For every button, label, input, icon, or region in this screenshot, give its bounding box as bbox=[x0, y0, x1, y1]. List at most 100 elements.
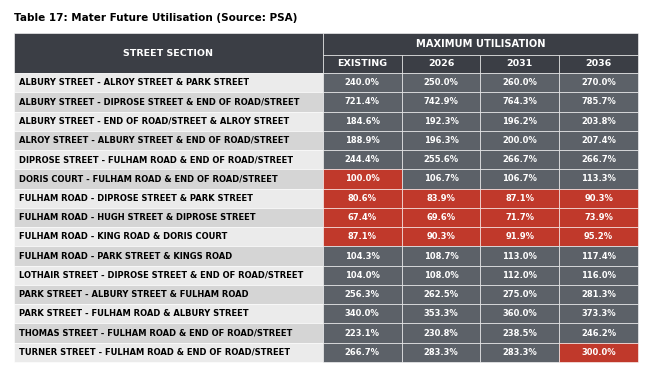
Bar bbox=[480, 343, 559, 362]
Text: ALBURY STREET - ALROY STREET & PARK STREET: ALBURY STREET - ALROY STREET & PARK STRE… bbox=[19, 78, 249, 87]
Text: 100.0%: 100.0% bbox=[345, 175, 380, 183]
Bar bbox=[559, 324, 638, 343]
Bar bbox=[14, 343, 323, 362]
Bar bbox=[480, 208, 559, 227]
Text: FULHAM ROAD - PARK STREET & KINGS ROAD: FULHAM ROAD - PARK STREET & KINGS ROAD bbox=[19, 251, 232, 261]
Text: 785.7%: 785.7% bbox=[581, 97, 616, 107]
Bar bbox=[559, 343, 638, 362]
Text: 207.4%: 207.4% bbox=[581, 136, 616, 145]
Text: FULHAM ROAD - HUGH STREET & DIPROSE STREET: FULHAM ROAD - HUGH STREET & DIPROSE STRE… bbox=[19, 213, 255, 222]
Bar bbox=[559, 227, 638, 246]
Bar bbox=[323, 227, 402, 246]
Bar bbox=[14, 92, 323, 112]
Bar bbox=[14, 304, 323, 324]
Bar bbox=[402, 131, 480, 150]
Bar bbox=[559, 55, 638, 73]
Bar bbox=[480, 169, 559, 188]
Text: DIPROSE STREET - FULHAM ROAD & END OF ROAD/STREET: DIPROSE STREET - FULHAM ROAD & END OF RO… bbox=[19, 155, 293, 164]
Text: 238.5%: 238.5% bbox=[502, 329, 538, 337]
Bar bbox=[559, 304, 638, 324]
Text: 104.3%: 104.3% bbox=[345, 251, 380, 261]
Bar bbox=[559, 188, 638, 208]
Bar bbox=[323, 55, 402, 73]
Bar bbox=[559, 92, 638, 112]
Bar bbox=[480, 55, 559, 73]
Bar bbox=[402, 227, 480, 246]
Text: 87.1%: 87.1% bbox=[348, 232, 377, 241]
Text: 108.0%: 108.0% bbox=[424, 271, 458, 280]
Text: 116.0%: 116.0% bbox=[581, 271, 616, 280]
Text: 106.7%: 106.7% bbox=[502, 175, 538, 183]
Bar bbox=[402, 150, 480, 169]
Text: 240.0%: 240.0% bbox=[345, 78, 380, 87]
Bar bbox=[402, 324, 480, 343]
Text: 2026: 2026 bbox=[428, 60, 454, 68]
Bar bbox=[402, 266, 480, 285]
Bar bbox=[480, 131, 559, 150]
Bar bbox=[402, 343, 480, 362]
Bar bbox=[323, 33, 638, 55]
Bar bbox=[323, 246, 402, 266]
Bar bbox=[323, 188, 402, 208]
Text: 184.6%: 184.6% bbox=[344, 117, 380, 126]
Text: 2036: 2036 bbox=[586, 60, 612, 68]
Text: 69.6%: 69.6% bbox=[426, 213, 456, 222]
Bar bbox=[323, 343, 402, 362]
Bar bbox=[14, 246, 323, 266]
Bar bbox=[14, 188, 323, 208]
Text: 113.3%: 113.3% bbox=[581, 175, 616, 183]
Text: 246.2%: 246.2% bbox=[581, 329, 616, 337]
Text: 270.0%: 270.0% bbox=[581, 78, 616, 87]
Bar bbox=[323, 304, 402, 324]
Bar bbox=[14, 208, 323, 227]
Text: 266.7%: 266.7% bbox=[581, 155, 616, 164]
Bar bbox=[559, 150, 638, 169]
Text: 223.1%: 223.1% bbox=[344, 329, 380, 337]
Text: 262.5%: 262.5% bbox=[424, 290, 459, 299]
Text: 196.2%: 196.2% bbox=[502, 117, 538, 126]
Text: 67.4%: 67.4% bbox=[348, 213, 377, 222]
Text: 373.3%: 373.3% bbox=[581, 309, 616, 318]
Text: 91.9%: 91.9% bbox=[505, 232, 534, 241]
Bar bbox=[402, 304, 480, 324]
Text: 95.2%: 95.2% bbox=[584, 232, 613, 241]
Bar bbox=[480, 92, 559, 112]
Text: 106.7%: 106.7% bbox=[424, 175, 458, 183]
Text: 192.3%: 192.3% bbox=[424, 117, 458, 126]
Text: 340.0%: 340.0% bbox=[345, 309, 380, 318]
Bar bbox=[480, 304, 559, 324]
Bar bbox=[402, 188, 480, 208]
Bar bbox=[323, 266, 402, 285]
Text: 80.6%: 80.6% bbox=[348, 194, 377, 203]
Text: 87.1%: 87.1% bbox=[505, 194, 534, 203]
Bar bbox=[323, 324, 402, 343]
Text: 112.0%: 112.0% bbox=[502, 271, 538, 280]
Bar bbox=[480, 73, 559, 92]
Bar bbox=[559, 131, 638, 150]
Text: 196.3%: 196.3% bbox=[424, 136, 458, 145]
Text: 113.0%: 113.0% bbox=[502, 251, 538, 261]
Text: PARK STREET - ALBURY STREET & FULHAM ROAD: PARK STREET - ALBURY STREET & FULHAM ROA… bbox=[19, 290, 248, 299]
Text: 2031: 2031 bbox=[507, 60, 533, 68]
Bar bbox=[402, 92, 480, 112]
Text: 90.3%: 90.3% bbox=[426, 232, 456, 241]
Text: PARK STREET - FULHAM ROAD & ALBURY STREET: PARK STREET - FULHAM ROAD & ALBURY STREE… bbox=[19, 309, 248, 318]
Bar bbox=[480, 324, 559, 343]
Bar bbox=[402, 55, 480, 73]
Text: 266.7%: 266.7% bbox=[344, 348, 380, 357]
Bar bbox=[402, 285, 480, 304]
Text: 742.9%: 742.9% bbox=[424, 97, 458, 107]
Bar bbox=[323, 73, 402, 92]
Text: Table 17: Mater Future Utilisation (Source: PSA): Table 17: Mater Future Utilisation (Sour… bbox=[14, 13, 298, 23]
Bar bbox=[559, 208, 638, 227]
Bar bbox=[14, 73, 323, 92]
Bar bbox=[14, 150, 323, 169]
Bar bbox=[323, 150, 402, 169]
Bar bbox=[480, 285, 559, 304]
Text: TURNER STREET - FULHAM ROAD & END OF ROAD/STREET: TURNER STREET - FULHAM ROAD & END OF ROA… bbox=[19, 348, 290, 357]
Text: STREET SECTION: STREET SECTION bbox=[124, 49, 213, 57]
Text: 360.0%: 360.0% bbox=[502, 309, 537, 318]
Bar bbox=[323, 131, 402, 150]
Bar bbox=[14, 324, 323, 343]
Text: DORIS COURT - FULHAM ROAD & END OF ROAD/STREET: DORIS COURT - FULHAM ROAD & END OF ROAD/… bbox=[19, 175, 278, 183]
